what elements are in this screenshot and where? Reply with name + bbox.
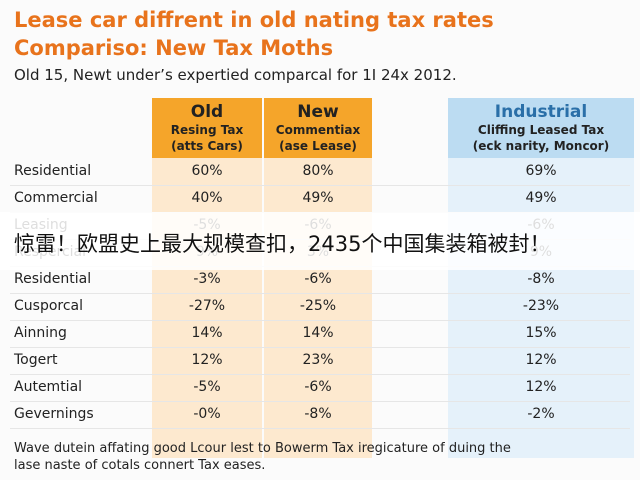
footer-line: Wave dutein affating good Lcour lest to …: [14, 441, 511, 456]
row-label: Residential: [14, 271, 92, 287]
cell-value: -3%: [193, 271, 221, 287]
cell-value: -8%: [304, 406, 332, 422]
industrial-column-bg: [448, 98, 634, 458]
column-subtitle: (eck narity, Moncor): [472, 139, 610, 153]
column-subtitle: Resing Tax: [170, 123, 244, 137]
row-label: Gevernings: [14, 406, 94, 422]
row-label: Togert: [14, 352, 58, 368]
row-label: Ainning: [14, 325, 67, 341]
overlay-text: 惊雷！欧盟史上最大规模查扣，2435个中国集装箱被封！: [14, 232, 551, 256]
row-separator: [10, 347, 630, 348]
column-subtitle: Commentiax: [275, 123, 361, 137]
cell-value: 49%: [525, 190, 557, 206]
row-label: Cusporcal: [14, 298, 84, 314]
footer: Wave dutein affating good Lcour lest to …: [14, 440, 511, 474]
column-title: New: [297, 102, 339, 122]
row-separator: [10, 374, 630, 375]
cell-value: 12%: [191, 352, 223, 368]
cell-value: -6%: [304, 271, 332, 287]
column-header: New Commentiax (ase Lease): [264, 98, 372, 158]
overlay-band: [0, 212, 640, 270]
title-line: Compariso: New Tax Moths: [14, 36, 334, 60]
cell-value: -0%: [193, 406, 221, 422]
row-separator: [10, 401, 630, 402]
cell-value: -5%: [193, 379, 221, 395]
old-column-bg: [152, 98, 262, 458]
cell-value: 14%: [302, 325, 334, 341]
subtitle: Old 15, Newt under’s expertied comparcal…: [14, 66, 457, 84]
cell-value: 60%: [191, 163, 223, 179]
cell-value: -6%: [304, 379, 332, 395]
row-label: Autemtial: [14, 379, 83, 395]
column-header: Old Resing Tax (atts Cars): [152, 98, 262, 158]
cell-value: -8%: [527, 271, 555, 287]
title-line: Lease car diffrent in old nating tax rat…: [14, 8, 494, 32]
column-subtitle: Cliffing Leased Tax: [477, 123, 605, 137]
column-title: Industrial: [494, 102, 588, 122]
row-separator: [10, 428, 630, 429]
row-label: Residential: [14, 163, 92, 179]
footer-line: lase naste of cotals connert Tax eases.: [14, 458, 266, 473]
row-separator: [10, 293, 630, 294]
column-subtitle: (atts Cars): [171, 139, 243, 153]
row-label: Commercial: [14, 190, 98, 206]
cell-value: 14%: [191, 325, 223, 341]
column-title: Old: [190, 102, 224, 122]
row-separator: [10, 185, 630, 186]
cell-value: -25%: [299, 298, 337, 314]
cell-value: 12%: [525, 379, 557, 395]
cell-value: 23%: [302, 352, 334, 368]
cell-value: 80%: [302, 163, 334, 179]
cell-value: 69%: [525, 163, 557, 179]
row-separator: [10, 320, 630, 321]
cell-value: 49%: [302, 190, 334, 206]
column-header: Industrial Cliffing Leased Tax (eck narity…: [448, 98, 634, 158]
cell-value: 40%: [191, 190, 223, 206]
new-column-bg: [264, 98, 372, 458]
cell-value: -27%: [188, 298, 226, 314]
column-subtitle: (ase Lease): [279, 139, 357, 153]
cell-value: -2%: [527, 406, 555, 422]
cell-value: -23%: [522, 298, 560, 314]
cell-value: 12%: [525, 352, 557, 368]
cell-value: 15%: [525, 325, 557, 341]
